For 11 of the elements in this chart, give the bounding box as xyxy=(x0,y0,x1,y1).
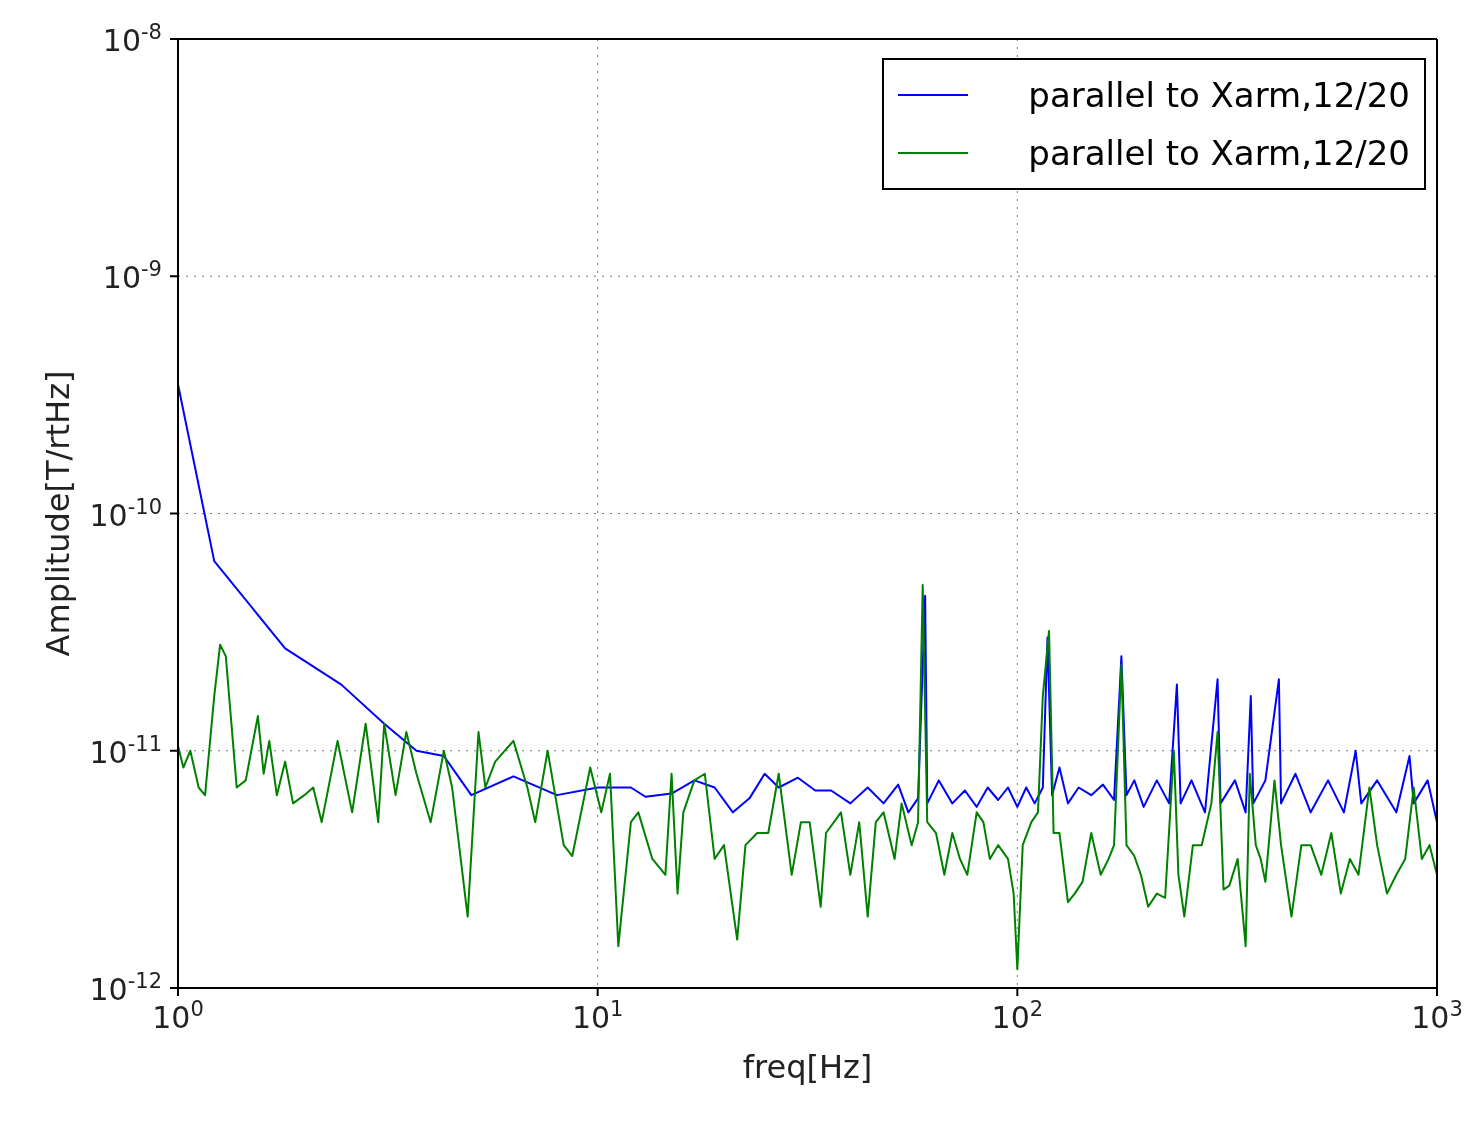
legend-label: parallel to Xarm,12/20 xyxy=(1028,75,1410,115)
legend-label: parallel to Xarm,12/20 xyxy=(1028,133,1410,173)
y-tick-label: 10$^{-9}$ xyxy=(102,257,162,296)
x-tick-label: 10$^{2}$ xyxy=(991,997,1044,1035)
y-tick-label: 10$^{-10}$ xyxy=(89,494,162,533)
y-axis-title: Amplitude[T/rtHz] xyxy=(39,370,78,657)
x-tick-label: 10$^{3}$ xyxy=(1411,997,1463,1035)
x-axis-title: freq[Hz] xyxy=(742,1048,873,1086)
x-tick-label: 10$^{1}$ xyxy=(571,997,624,1035)
y-tick-label: 10$^{-11}$ xyxy=(89,731,162,770)
y-tick-label: 10$^{-8}$ xyxy=(102,20,162,58)
